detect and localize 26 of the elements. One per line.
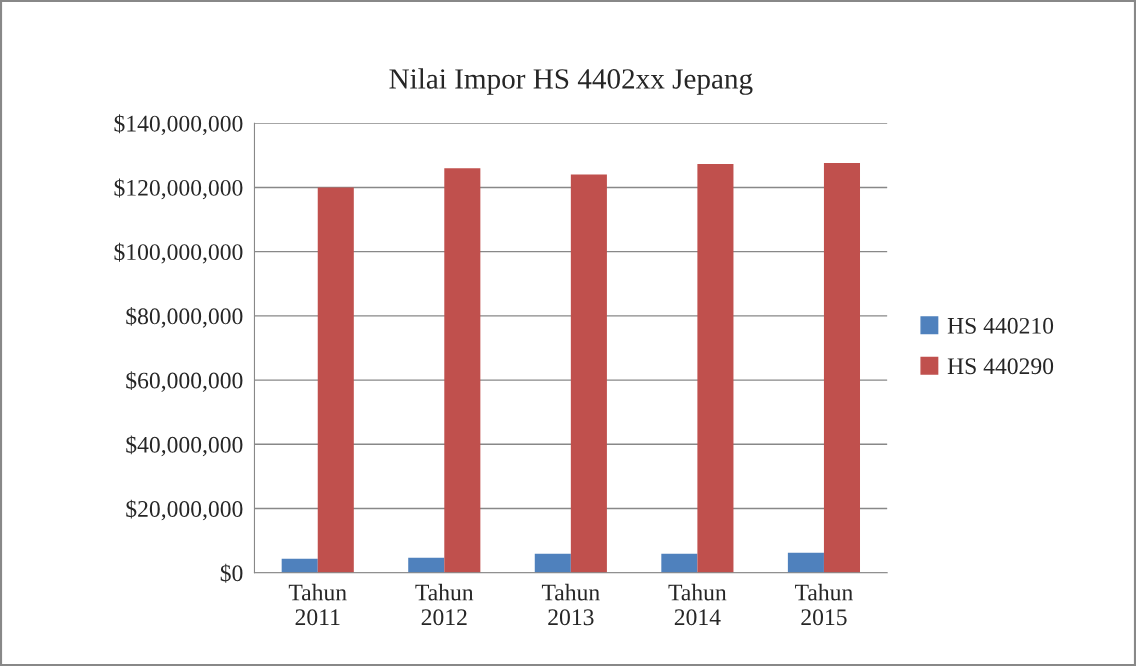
x-tick-label: Tahun 2014 [668,583,727,626]
bar [534,553,571,573]
y-tick-label: $0 [220,563,243,583]
y-tick-label: $60,000,000 [126,371,243,392]
x-tick-label: Tahun 2012 [415,583,474,626]
y-tick-label: $100,000,000 [114,242,243,264]
bar [570,174,607,573]
bar [281,558,318,573]
bar [408,557,445,573]
chart-title: Nilai Impor HS 4402xx Jepang [389,68,753,95]
bar [697,163,734,573]
y-tick-label: $140,000,000 [114,114,243,136]
legend-label: HS 440210 [947,317,1054,334]
y-tick-label: $120,000,000 [114,178,243,200]
bar [444,168,481,573]
bar [317,187,354,573]
bar [661,553,698,573]
bar [787,552,824,573]
y-tick-label: $80,000,000 [126,306,243,328]
x-tick-label: Tahun 2015 [795,583,853,626]
bar [823,163,861,573]
legend-label: HS 440290 [947,358,1054,375]
y-tick-label: $20,000,000 [126,499,243,521]
y-tick-label: $40,000,000 [126,435,243,457]
x-tick-label: Tahun 2013 [541,583,600,626]
x-tick-label: Tahun 2011 [288,583,347,626]
